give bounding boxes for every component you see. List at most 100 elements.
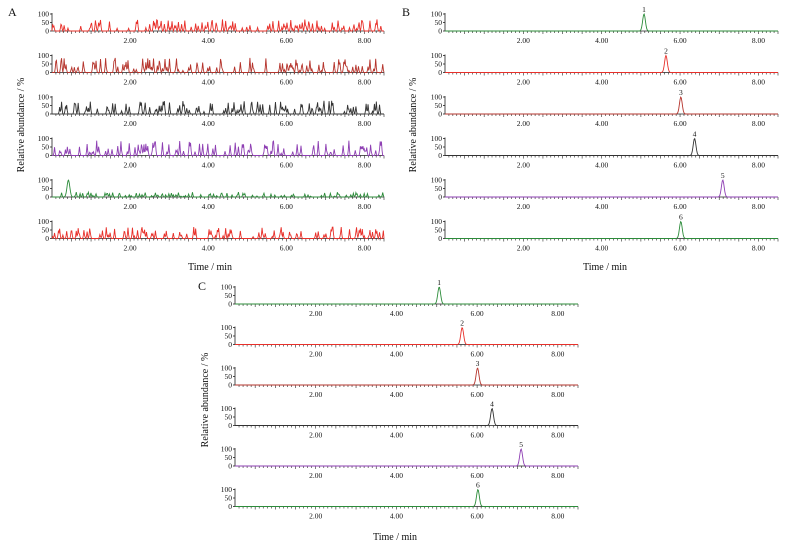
y-tick-label: 50	[435, 18, 443, 27]
y-tick-label: 0	[438, 110, 442, 119]
y-tick-label: 0	[228, 300, 232, 309]
trace-line	[52, 140, 384, 157]
panel-label-c: C	[198, 279, 206, 293]
x-tick-label: 8.00	[551, 390, 564, 399]
x-tick-label: 8.00	[358, 244, 371, 253]
trace-line	[445, 96, 778, 115]
y-tick-label: 100	[38, 51, 50, 60]
x-tick-label: 4.00	[595, 78, 608, 87]
trace-line	[445, 137, 778, 156]
y-tick-label: 50	[42, 18, 50, 27]
x-axis-title-a: Time / min	[188, 262, 232, 273]
y-tick-label: 0	[438, 193, 442, 202]
x-tick-label: 4.00	[202, 36, 215, 45]
x-tick-label: 8.00	[551, 309, 564, 318]
y-tick-label: 0	[45, 110, 49, 119]
y-tick-label: 0	[228, 421, 232, 430]
y-tick-label: 0	[228, 462, 232, 471]
x-tick-label: 4.00	[390, 471, 403, 480]
peak-label: 6	[679, 213, 683, 222]
trace-line	[235, 407, 578, 426]
peak-label: 6	[476, 481, 480, 490]
peak-label: 1	[437, 278, 441, 287]
x-tick-label: 6.00	[471, 309, 484, 318]
x-tick-label: 2.00	[309, 431, 322, 440]
y-tick-label: 100	[221, 404, 233, 413]
y-tick-label: 50	[225, 453, 233, 462]
panel-label-a: A	[8, 5, 17, 19]
y-tick-label: 100	[38, 176, 50, 185]
trace-line	[445, 220, 778, 239]
y-tick-label: 0	[228, 502, 232, 511]
x-tick-label: 2.00	[309, 390, 322, 399]
x-tick-label: 6.00	[471, 431, 484, 440]
trace-line	[445, 179, 778, 198]
y-tick-label: 50	[435, 143, 443, 152]
x-tick-label: 8.00	[358, 78, 371, 87]
y-tick-label: 50	[225, 372, 233, 381]
y-tick-label: 100	[431, 134, 443, 143]
y-tick-label: 100	[431, 10, 443, 19]
x-axis-title-b: Time / min	[583, 262, 627, 273]
x-axis-title-c: Time / min	[373, 532, 417, 543]
x-tick-label: 8.00	[358, 161, 371, 170]
x-tick-label: 2.00	[124, 78, 137, 87]
y-tick-label: 100	[221, 485, 233, 494]
x-tick-label: 6.00	[673, 119, 686, 128]
x-tick-label: 6.00	[471, 350, 484, 359]
y-tick-label: 100	[221, 283, 233, 292]
y-tick-label: 0	[438, 68, 442, 77]
x-tick-label: 6.00	[673, 244, 686, 253]
peak-label: 4	[490, 400, 494, 409]
x-tick-label: 4.00	[390, 350, 403, 359]
x-tick-label: 2.00	[517, 36, 530, 45]
x-tick-label: 8.00	[358, 36, 371, 45]
trace-line	[235, 367, 578, 386]
y-tick-label: 0	[45, 68, 49, 77]
y-tick-label: 100	[221, 364, 233, 373]
x-tick-label: 2.00	[517, 244, 530, 253]
x-tick-label: 8.00	[358, 202, 371, 211]
x-tick-label: 6.00	[673, 202, 686, 211]
x-tick-label: 4.00	[202, 244, 215, 253]
x-tick-label: 2.00	[517, 78, 530, 87]
x-tick-label: 4.00	[595, 202, 608, 211]
x-tick-label: 4.00	[202, 161, 215, 170]
y-tick-label: 0	[438, 151, 442, 160]
y-tick-label: 50	[435, 184, 443, 193]
x-tick-label: 8.00	[358, 119, 371, 128]
y-axis-title-b: Relative abundance / %	[408, 78, 419, 173]
x-tick-label: 4.00	[202, 78, 215, 87]
y-tick-label: 100	[38, 93, 50, 102]
x-tick-label: 2.00	[124, 202, 137, 211]
x-tick-label: 8.00	[752, 161, 765, 170]
x-tick-label: 4.00	[595, 119, 608, 128]
x-tick-label: 4.00	[202, 202, 215, 211]
x-tick-label: 2.00	[309, 350, 322, 359]
trace-line	[52, 57, 385, 75]
x-tick-label: 2.00	[517, 161, 530, 170]
y-tick-label: 100	[431, 176, 443, 185]
x-tick-label: 8.00	[752, 36, 765, 45]
peak-label: 1	[642, 5, 646, 14]
x-tick-label: 6.00	[673, 36, 686, 45]
y-tick-label: 50	[225, 494, 233, 503]
x-tick-label: 8.00	[551, 350, 564, 359]
x-tick-label: 6.00	[673, 78, 686, 87]
x-tick-label: 8.00	[752, 202, 765, 211]
y-tick-label: 50	[435, 101, 443, 110]
x-tick-label: 2.00	[517, 202, 530, 211]
y-tick-label: 50	[225, 413, 233, 422]
peak-label: 5	[721, 171, 725, 180]
trace-line	[51, 18, 384, 33]
y-tick-label: 0	[45, 27, 49, 36]
